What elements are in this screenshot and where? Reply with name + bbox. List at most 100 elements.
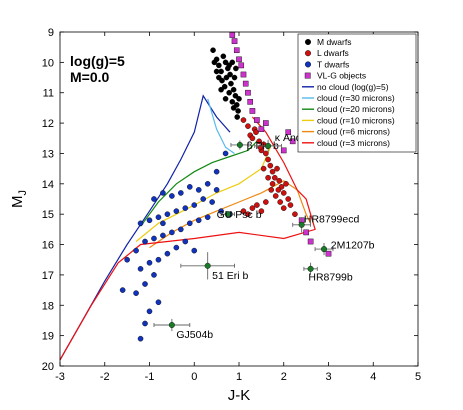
y-tick-label: 10 — [42, 57, 54, 69]
point-t-dwarfs — [155, 256, 162, 263]
point-l-dwarfs — [277, 199, 283, 205]
point-vl-g-objects — [325, 250, 332, 257]
point-m-dwarfs — [226, 89, 232, 96]
data-points — [119, 32, 332, 342]
point-l-dwarfs — [256, 138, 262, 145]
point-vl-g-objects — [289, 138, 296, 145]
y-tick-label: 17 — [42, 270, 54, 282]
x-tick-label: 0 — [191, 371, 197, 383]
legend-label-cloud-r-3-microns: cloud (r=3 microns) — [317, 138, 390, 148]
point-m-dwarfs — [229, 59, 236, 66]
point-l-dwarfs — [268, 187, 275, 193]
x-tick-label: -3 — [55, 371, 65, 383]
point-l-dwarfs — [263, 199, 269, 205]
x-tick-label: 2 — [281, 371, 287, 383]
object-label-51-eri-b: 51 Eri b — [212, 270, 248, 282]
y-tick-label: 9 — [48, 27, 54, 39]
point-t-dwarfs — [169, 193, 175, 199]
point-t-dwarfs — [151, 272, 157, 278]
point-t-dwarfs — [142, 320, 148, 327]
point-l-dwarfs — [269, 181, 276, 187]
legend-swatch-m-dwarfs — [305, 39, 312, 46]
object-label-gj504b: GJ504b — [176, 329, 213, 341]
point-t-dwarfs — [182, 238, 189, 245]
point-vl-g-objects — [280, 147, 287, 154]
point-vl-g-objects — [231, 38, 238, 44]
point-t-dwarfs — [200, 196, 206, 202]
point-m-dwarfs — [230, 86, 237, 93]
object-point-and-b — [265, 142, 272, 149]
object-point-hr8799ecd — [298, 221, 305, 228]
point-t-dwarfs — [173, 244, 180, 251]
point-t-dwarfs — [191, 202, 198, 208]
point-vl-g-objects — [249, 108, 256, 114]
object-label-gu-psc-b: GU Psc b — [217, 209, 262, 221]
object-point-51-eri-b — [204, 262, 211, 269]
legend-label-t-dwarfs: T dwarfs — [317, 59, 349, 69]
y-tick-label: 15 — [42, 209, 54, 221]
legend-label-cloud-r-10-microns: cloud (r=10 microns) — [317, 115, 395, 125]
parameters-label: log(g)=5 M=0.0 — [70, 53, 125, 85]
point-l-dwarfs — [254, 202, 260, 208]
point-l-dwarfs — [263, 150, 269, 157]
x-tick-label: 5 — [415, 371, 421, 383]
point-l-dwarfs — [274, 165, 280, 172]
point-t-dwarfs — [137, 220, 144, 227]
point-t-dwarfs — [133, 247, 139, 254]
point-t-dwarfs — [164, 250, 171, 257]
y-tick-label: 11 — [43, 88, 54, 100]
point-t-dwarfs — [195, 217, 202, 224]
point-t-dwarfs — [124, 256, 130, 263]
point-t-dwarfs — [213, 168, 220, 175]
point-t-dwarfs — [186, 220, 193, 227]
point-t-dwarfs — [137, 266, 144, 272]
point-vl-g-objects — [238, 62, 245, 69]
model-line-cloud-r-30-microns — [207, 98, 235, 154]
point-m-dwarfs — [210, 47, 216, 54]
object-label-2m1207b: 2M1207b — [331, 240, 375, 252]
legend-box — [297, 33, 417, 153]
point-t-dwarfs — [160, 190, 166, 196]
point-t-dwarfs — [191, 247, 198, 254]
y-tick-label: 20 — [42, 361, 54, 373]
object-point-pic-b — [236, 141, 243, 148]
point-l-dwarfs — [265, 156, 271, 163]
point-l-dwarfs — [272, 193, 279, 199]
point-t-dwarfs — [155, 299, 162, 306]
point-vl-g-objects — [233, 47, 240, 54]
point-t-dwarfs — [195, 187, 202, 193]
point-l-dwarfs — [249, 135, 256, 142]
point-t-dwarfs — [178, 190, 184, 196]
object-point-hr8799b — [307, 265, 314, 272]
point-t-dwarfs — [160, 232, 166, 239]
object-point-gj504b — [168, 322, 175, 329]
point-l-dwarfs — [280, 205, 287, 211]
point-vl-g-objects — [242, 80, 249, 87]
point-m-dwarfs — [234, 114, 241, 120]
x-axis-label: J-K — [228, 387, 251, 404]
y-axis-label-main: M — [9, 196, 26, 209]
y-tick-label: 16 — [42, 240, 54, 252]
point-t-dwarfs — [204, 181, 211, 187]
point-m-dwarfs — [221, 83, 228, 90]
x-tick-label: 4 — [370, 371, 376, 383]
x-tick-label: -2 — [100, 371, 110, 383]
point-m-dwarfs — [218, 86, 224, 93]
point-vl-g-objects — [245, 89, 251, 96]
y-tick-label: 13 — [42, 148, 54, 160]
point-t-dwarfs — [160, 220, 166, 227]
model-line-no-cloud-log-g-5 — [59, 94, 231, 361]
point-vl-g-objects — [285, 129, 292, 136]
point-m-dwarfs — [216, 62, 222, 69]
point-l-dwarfs — [258, 208, 265, 214]
point-m-dwarfs — [213, 68, 220, 75]
point-m-dwarfs — [211, 59, 218, 66]
point-l-dwarfs — [283, 181, 289, 187]
y-axis-label-subscript: J — [17, 190, 29, 196]
point-t-dwarfs — [133, 290, 139, 296]
point-m-dwarfs — [233, 65, 239, 72]
legend-label-no-cloud-log-g-5: no cloud (log(g)=5) — [317, 82, 389, 92]
object-point-2m1207b — [321, 246, 328, 253]
